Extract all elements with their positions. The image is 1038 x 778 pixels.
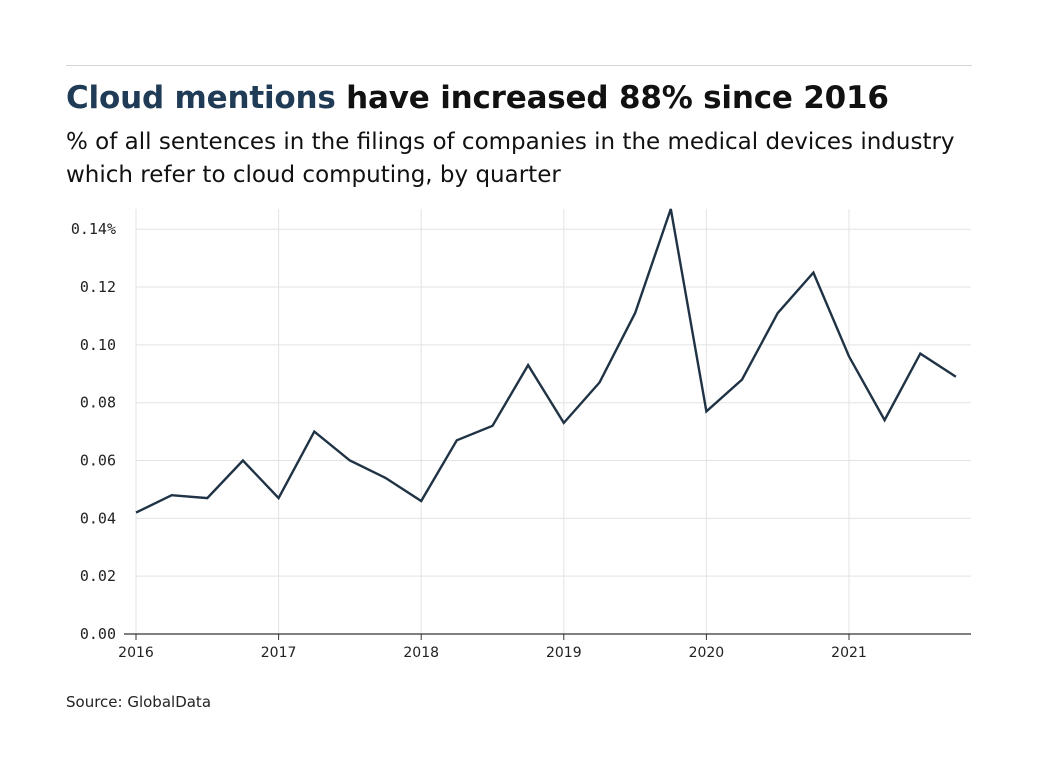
grid-layer [135, 209, 971, 634]
x-tick-label: 2017 [261, 645, 297, 661]
x-tick-label: 2016 [118, 645, 154, 661]
x-tick-label: 2021 [831, 645, 867, 661]
y-tick-label: 0.02 [80, 567, 116, 585]
source-note: Source: GlobalData [66, 693, 212, 711]
y-tick-label: 0.10 [80, 336, 116, 354]
x-tick-label: 2018 [403, 645, 439, 661]
y-tick-label: 0.00 [80, 625, 116, 643]
series-layer [135, 208, 957, 514]
chart-title: Cloud mentions have increased 88% since … [66, 80, 889, 116]
axis-layer: 0.00 0.02 0.04 0.06 0.08 0.10 0.12 0.14% 2016 201… [71, 220, 971, 661]
x-tick-label: 2019 [546, 645, 582, 661]
y-tick-label: 0.08 [80, 394, 116, 412]
title-highlight: Cloud mentions [66, 80, 336, 116]
title-rest: have increased 88% since 2016 [335, 80, 889, 116]
y-tick-label: 0.12 [80, 278, 116, 296]
x-tick-label: 2020 [689, 645, 725, 661]
y-tick-label: 0.14% [71, 220, 116, 238]
y-tick-label: 0.06 [80, 452, 116, 470]
y-tick-label: 0.04 [80, 509, 116, 527]
series-line [135, 208, 957, 514]
top-rule [66, 65, 972, 66]
chart-subtitle: % of all sentences in the filings of com… [66, 129, 955, 188]
